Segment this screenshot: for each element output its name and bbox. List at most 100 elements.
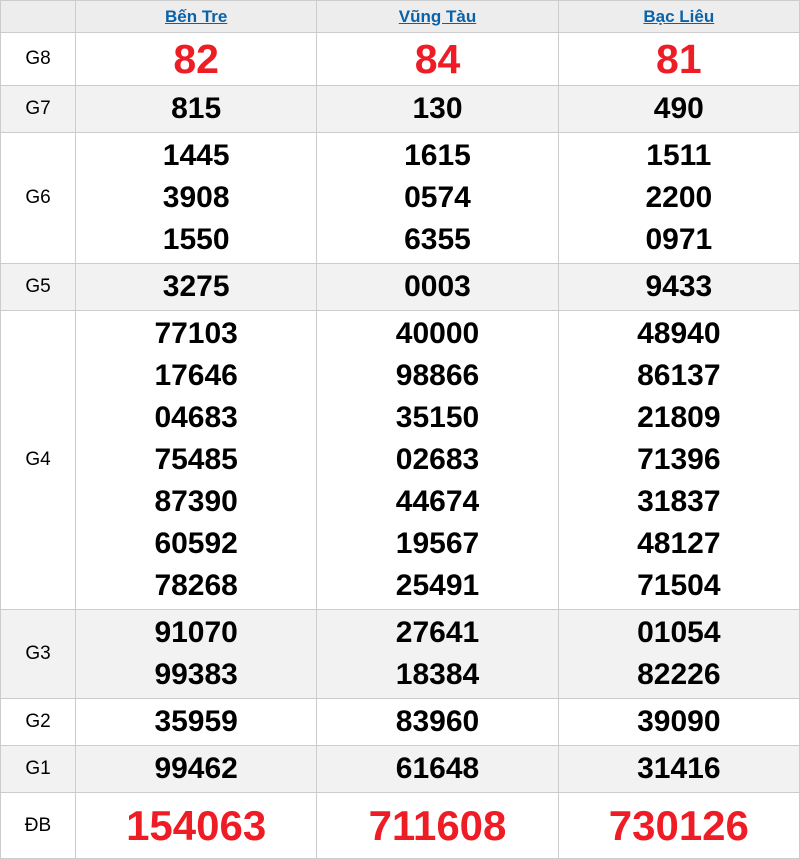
prize-cell-g3-col1: 27641 18384 <box>316 609 559 699</box>
prize-number: 71504 <box>637 569 721 602</box>
province-header-bac-lieu: Bạc Liêu <box>557 0 800 33</box>
prize-number: 2200 <box>645 181 713 214</box>
prize-number: 77103 <box>154 317 238 350</box>
prize-number: 19567 <box>395 527 480 560</box>
prize-number: 61648 <box>395 752 480 785</box>
prize-number: 1615 <box>404 139 471 172</box>
prize-row-g5: G5 3275 0003 9433 <box>0 263 800 311</box>
prize-number: 6355 <box>404 223 471 256</box>
province-link-ben-tre[interactable]: Bến Tre <box>164 6 228 26</box>
prize-row-g4: G4 77103 17646 04683 75485 87390 60592 78268 400… <box>0 310 800 610</box>
prize-number: 98866 <box>395 359 480 392</box>
prize-cell-db-col1: 711608 <box>316 792 559 859</box>
prize-number: 31416 <box>637 752 721 785</box>
prize-cell-g7-col1: 130 <box>316 85 559 133</box>
prize-number: 3275 <box>162 270 230 303</box>
prize-number: 35959 <box>154 705 238 738</box>
prize-number: 48940 <box>637 317 721 350</box>
prize-cell-g8-col2: 81 <box>557 32 800 86</box>
prize-number: 711608 <box>368 802 507 849</box>
prize-row-g2: G2 35959 83960 39090 <box>0 698 800 746</box>
prize-number: 35150 <box>395 401 480 434</box>
prize-row-g6: G6 1445 3908 1550 1615 0574 6355 1511 2200 0971 <box>0 132 800 264</box>
prize-number: 83960 <box>395 705 480 738</box>
prize-cell-g6-col1: 1615 0574 6355 <box>316 132 559 264</box>
prize-cell-g5-col2: 9433 <box>557 263 800 311</box>
prize-number: 1511 <box>646 139 712 172</box>
prize-number: 0003 <box>404 270 471 303</box>
prize-number: 60592 <box>154 527 238 560</box>
prize-cell-g2-col0: 35959 <box>74 698 318 746</box>
prize-cell-db-col0: 154063 <box>74 792 318 859</box>
prize-number: 44674 <box>395 485 480 518</box>
prize-row-g7: G7 815 130 490 <box>0 85 800 133</box>
prize-number: 04683 <box>154 401 238 434</box>
prize-number: 39090 <box>637 705 721 738</box>
prize-row-g1: G1 99462 61648 31416 <box>0 745 800 793</box>
prize-cell-g6-col2: 1511 2200 0971 <box>557 132 800 264</box>
prize-cell-g4-col1: 40000 98866 35150 02683 44674 19567 25491 <box>316 310 559 610</box>
prize-number: 75485 <box>154 443 238 476</box>
prize-number: 3908 <box>162 181 230 214</box>
prize-cell-g5-col1: 0003 <box>316 263 559 311</box>
prize-cell-g1-col2: 31416 <box>557 745 800 793</box>
prize-number: 99462 <box>154 752 238 785</box>
prize-number: 154063 <box>126 802 267 849</box>
prize-cell-g5-col0: 3275 <box>74 263 318 311</box>
prize-row-g3: G3 91070 99383 27641 18384 01054 82226 <box>0 609 800 699</box>
prize-number: 0574 <box>404 181 471 214</box>
prize-number: 01054 <box>637 616 721 649</box>
prize-cell-g3-col0: 91070 99383 <box>74 609 318 699</box>
prize-number: 17646 <box>154 359 238 392</box>
province-link-vung-tau[interactable]: Vũng Tàu <box>398 6 477 26</box>
prize-label-db: ĐB <box>0 792 76 859</box>
prize-cell-g1-col0: 99462 <box>74 745 318 793</box>
prize-number: 9433 <box>645 270 713 303</box>
prize-number: 815 <box>171 92 222 125</box>
prize-number: 27641 <box>395 616 480 649</box>
province-header-ben-tre: Bến Tre <box>74 0 318 33</box>
table-header: Bến Tre Vũng Tàu Bạc Liêu <box>0 0 800 33</box>
prize-number: 71396 <box>637 443 721 476</box>
results-body: G8 82 84 81 G7 815 130 490 G6 1445 3908 1550 1615 057… <box>0 32 800 859</box>
prize-number: 1550 <box>162 223 230 256</box>
province-link-bac-lieu[interactable]: Bạc Liêu <box>643 6 715 26</box>
prize-label-g2: G2 <box>0 698 76 746</box>
prize-cell-g8-col0: 82 <box>74 32 318 86</box>
prize-number: 78268 <box>154 569 238 602</box>
header-row: Bến Tre Vũng Tàu Bạc Liêu <box>0 0 800 33</box>
prize-label-g8: G8 <box>0 32 76 86</box>
prize-cell-g8-col1: 84 <box>316 32 559 86</box>
prize-label-g7: G7 <box>0 85 76 133</box>
prize-number: 490 <box>653 92 704 125</box>
prize-number: 0971 <box>645 223 713 256</box>
prize-row-g8: G8 82 84 81 <box>0 32 800 86</box>
province-header-vung-tau: Vũng Tàu <box>316 0 559 33</box>
prize-cell-g6-col0: 1445 3908 1550 <box>74 132 318 264</box>
prize-number: 31837 <box>637 485 721 518</box>
prize-cell-g1-col1: 61648 <box>316 745 559 793</box>
prize-number: 21809 <box>637 401 721 434</box>
prize-number: 84 <box>414 36 461 82</box>
prize-label-g1: G1 <box>0 745 76 793</box>
prize-cell-db-col2: 730126 <box>557 792 800 859</box>
prize-cell-g4-col2: 48940 86137 21809 71396 31837 48127 71504 <box>557 310 800 610</box>
prize-cell-g4-col0: 77103 17646 04683 75485 87390 60592 78268 <box>74 310 318 610</box>
prize-number: 730126 <box>608 802 749 849</box>
prize-number: 02683 <box>395 443 480 476</box>
prize-label-g6: G6 <box>0 132 76 264</box>
prize-number: 81 <box>656 36 702 82</box>
prize-cell-g2-col2: 39090 <box>557 698 800 746</box>
prize-number: 82 <box>173 36 219 82</box>
prize-number: 99383 <box>154 658 238 691</box>
prize-number: 86137 <box>637 359 721 392</box>
prize-number: 1445 <box>162 139 230 172</box>
corner-cell <box>0 0 76 33</box>
prize-label-g4: G4 <box>0 310 76 610</box>
prize-number: 48127 <box>637 527 721 560</box>
prize-number: 130 <box>412 92 463 125</box>
prize-row-db: ĐB 154063 711608 730126 <box>0 792 800 859</box>
prize-number: 87390 <box>154 485 238 518</box>
